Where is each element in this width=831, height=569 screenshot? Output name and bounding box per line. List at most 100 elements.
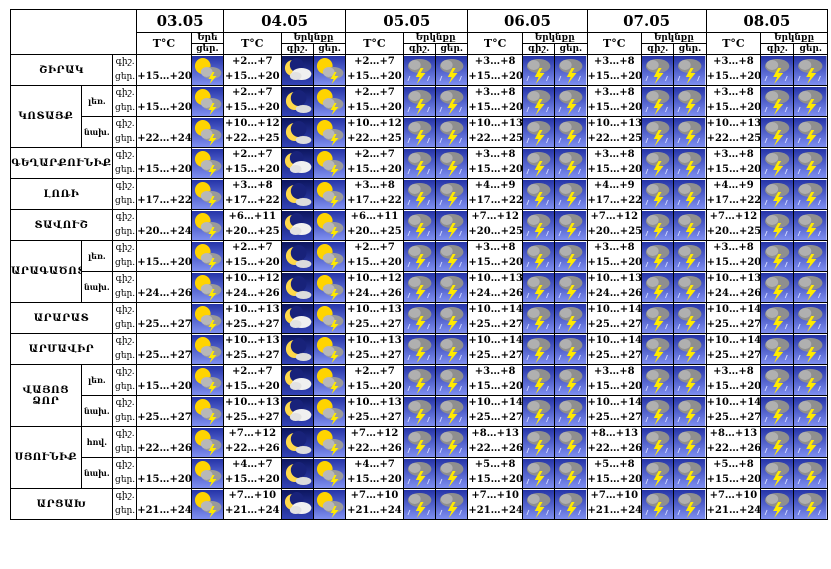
daypart-labels: գիշ. ցեր. [111,488,138,520]
day-temperature: +15…+20 [225,474,280,485]
temperature-cell: +10…+14 +25…+27 [705,333,762,365]
temperature-cell: +2…+7 +15…+20 [223,364,282,396]
temperature-cell: +10…+12 +24…+26 [345,271,404,303]
night-temperature: +10…+13 [225,397,280,408]
sun-storm-icon [312,85,347,117]
temperature-cell: +7…+12 +20…+25 [467,209,523,241]
day-temperature: +22…+25 [706,133,761,144]
storm-icon [521,302,556,334]
day-temperature: +15…+20 [706,474,761,485]
day-label: ցեր. [115,382,136,392]
night-temperature [138,56,191,71]
region-name: ԳԵՂԱՐՔՈՒՆԻՔ [10,147,113,179]
day-temperature: +20…+24 [137,226,191,237]
temp-header: T°C [345,32,404,55]
day-header: ցեր. [554,43,588,55]
temperature-cell: +10…+13 +24…+26 [705,271,762,303]
night-temperature: +10…+12 [347,273,402,284]
night-temperature: +10…+13 [225,335,280,346]
storm-icon [521,426,556,458]
night-temperature: +7…+12 [590,211,639,222]
day-temperature: +22…+26 [587,443,642,454]
storm-icon [435,457,469,489]
storm-icon [673,488,707,520]
daypart-labels: գիշ. ցեր. [111,209,138,241]
day-temperature: +15…+20 [137,102,191,113]
sun-storm-icon [312,333,347,365]
night-label: գիշ. [115,119,135,129]
storm-icon [760,54,795,86]
forecast-row: ՍՅՈՒՆԻՔ հով. գիշ. ցեր. +22…+26 +7…+12 +22…+26 +… [10,426,828,489]
day-temperature: +17…+22 [225,195,280,206]
temp-header: T°C [223,32,282,55]
storm-icon [760,364,795,396]
day-header: ցեր. [793,43,828,55]
night-temperature [138,366,191,381]
storm-icon [760,85,795,117]
night-temperature: +10…+14 [468,335,522,346]
date-03: 03.05 [136,9,225,33]
storm-icon [641,85,675,117]
storm-icon [673,240,707,272]
storm-icon [760,457,795,489]
night-temperature: +2…+7 [354,242,395,253]
night-temperature: +3…+8 [474,87,516,98]
temperature-cell: +15…+20 [136,240,192,272]
storm-icon [402,178,437,210]
storm-icon [435,116,469,148]
storm-icon [793,209,828,241]
storm-icon [554,457,588,489]
storm-icon [521,364,556,396]
night-temperature: +2…+7 [354,56,395,67]
date-05: 05.05 [345,9,469,33]
night-temperature: +6…+11 [228,211,277,222]
day-temperature: +25…+27 [347,412,402,423]
storm-icon [554,488,588,520]
night-label: գիշ. [115,274,135,284]
temperature-cell: +3…+8 +15…+20 [467,147,523,179]
day-temperature: +15…+20 [468,474,522,485]
temperature-cell: +10…+14 +25…+27 [586,395,643,427]
subregion-label: լեռ. [80,240,113,272]
subregion-label: լեռ. [80,364,113,396]
night-temperature [138,490,191,505]
day-temperature: +15…+20 [587,381,642,392]
storm-icon [641,395,675,427]
night-temperature: +2…+7 [231,56,273,67]
day-temperature: +25…+27 [347,350,402,361]
moon-cloud-icon [280,147,314,179]
night-label: գիշ. [115,243,135,253]
storm-icon [793,364,828,396]
region-name: ԼՈՌԻ [10,178,113,210]
night-temperature [138,304,191,319]
storm-icon [435,209,469,241]
storm-icon [554,364,588,396]
day-label: ցեր. [115,72,136,82]
daypart-labels: գիշ. ցեր. [111,457,138,489]
day-temperature: +17…+22 [587,195,642,206]
night-temperature: +3…+8 [593,56,635,67]
night-temperature: +10…+14 [587,397,642,408]
night-label: գիշ. [115,491,135,501]
temperature-cell: +22…+24 [136,116,192,148]
day-temperature: +25…+27 [706,350,761,361]
day-label: ցեր. [115,506,136,516]
night-temperature: +2…+7 [354,87,395,98]
forecast-row: ԱՐԱՐԱՏ գիշ. ցեր. +25…+27 +10…+13 +25…+27 +10…+… [10,302,828,334]
day-temperature: +21…+24 [347,505,402,516]
storm-icon [554,85,588,117]
daypart-labels: գիշ. ցեր. [111,302,138,334]
temperature-cell: +10…+13 +22…+25 [467,116,523,148]
day-temperature: +15…+20 [706,164,761,175]
temperature-cell: +10…+13 +25…+27 [223,395,282,427]
day-header: ցեր. [312,43,347,55]
storm-icon [673,457,707,489]
night-temperature: +3…+8 [474,149,516,160]
day-temperature: +15…+20 [587,102,642,113]
night-temperature: +4…+9 [474,180,516,191]
temperature-cell: +7…+12 +22…+26 [223,426,282,458]
moon-icon [280,85,314,117]
day-label: ցեր. [115,103,136,113]
temperature-cell: +15…+20 [136,364,192,396]
temperature-cell: +4…+9 +17…+22 [705,178,762,210]
